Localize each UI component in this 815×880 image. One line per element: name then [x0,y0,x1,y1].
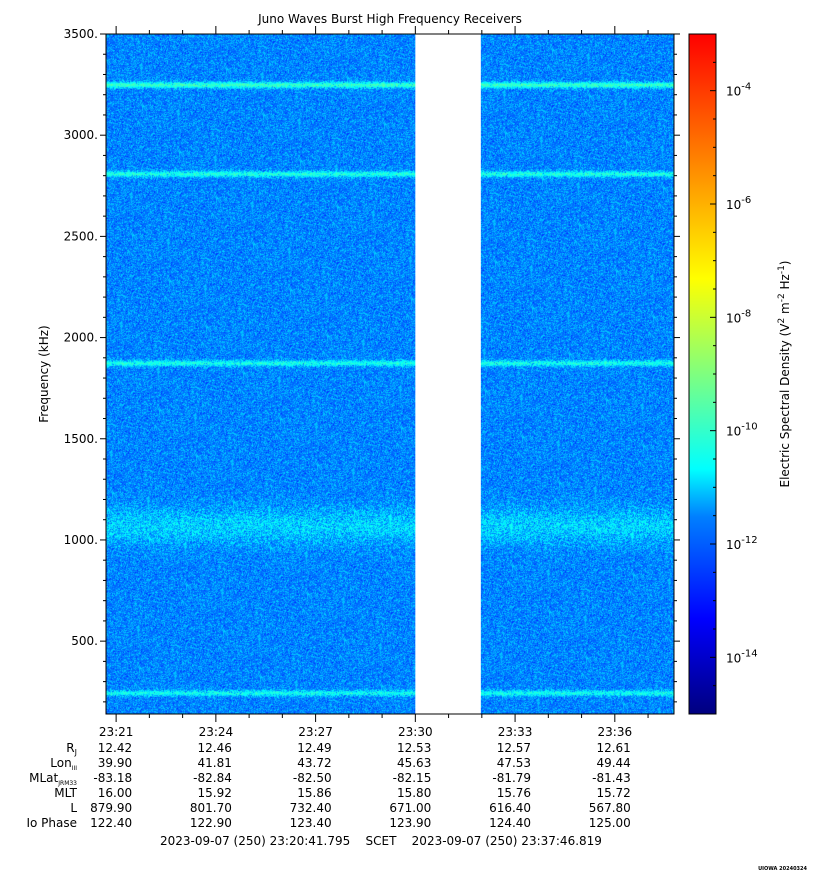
ephemeris-value: -83.18 [93,771,132,785]
ephemeris-row-label: LonIII [50,756,77,772]
ephemeris-value: 15.76 [497,786,531,800]
ephemeris-value: -81.43 [592,771,631,785]
colorbar [688,33,717,715]
ephemeris-value: 12.57 [497,741,531,755]
ephemeris-value: 12.61 [596,741,630,755]
ephemeris-value: 47.53 [497,756,531,770]
ephemeris-value: 801.70 [190,801,232,815]
x-tick-label: 23:30 [398,725,433,739]
chart-title: Juno Waves Burst High Frequency Receiver… [258,12,522,26]
ephemeris-value: -82.15 [393,771,432,785]
ephemeris-value: 732.40 [290,801,332,815]
colorbar-tick-label: 10-10 [726,422,758,439]
ephemeris-value: 45.63 [397,756,431,770]
ephemeris-value: 879.90 [90,801,132,815]
ephemeris-value: 124.40 [489,816,531,830]
ephemeris-value: 15.86 [297,786,331,800]
data-gap [415,34,481,714]
y-tick-label: 1000. [64,533,98,547]
ephemeris-value: 16.00 [98,786,132,800]
ephemeris-value: 671.00 [389,801,431,815]
colorbar-tick-label: 10-6 [726,195,751,212]
x-tick-label: 23:27 [298,725,333,739]
spectrogram-image [106,34,674,714]
ephemeris-value: 15.92 [198,786,232,800]
ephemeris-value: 12.46 [198,741,232,755]
ephemeris-row-label: MLT [54,786,77,800]
ephemeris-value: 122.40 [90,816,132,830]
ephemeris-row-label: MLatJRM33 [29,771,77,787]
x-tick-label: 23:24 [199,725,234,739]
ephemeris-value: 12.49 [297,741,331,755]
ephemeris-value: -82.50 [293,771,332,785]
ephemeris-row-label: L [70,801,77,815]
y-tick-label: 2000. [64,331,98,345]
producer-stamp: UIOWA 20240324 [758,866,807,872]
colorbar-tick-label: 10-12 [726,535,758,552]
ephemeris-row-label: Io Phase [26,816,77,830]
ephemeris-value: 616.40 [489,801,531,815]
ephemeris-value: 122.90 [190,816,232,830]
ephemeris-value: 15.80 [397,786,431,800]
colorbar-tick-label: 10-14 [726,648,758,665]
ephemeris-value: 125.00 [589,816,631,830]
spectrogram-canvas [106,34,674,714]
y-tick-label: 3000. [64,128,98,142]
x-tick-label: 23:21 [99,725,134,739]
ephemeris-row-label: RJ [66,741,77,757]
colorbar-label: Electric Spectral Density (V2 m-2 Hz-1) [777,260,792,487]
ephemeris-value: 39.90 [98,756,132,770]
ephemeris-value: 567.80 [589,801,631,815]
ephemeris-value: 49.44 [596,756,630,770]
ephemeris-value: 43.72 [297,756,331,770]
ephemeris-value: 12.42 [98,741,132,755]
y-tick-label: 1500. [64,432,98,446]
ephemeris-value: 12.53 [397,741,431,755]
ephemeris-value: 123.90 [389,816,431,830]
x-tick-label: 23:36 [598,725,633,739]
y-tick-label: 500. [71,634,98,648]
plot-frame [105,33,675,715]
ephemeris-value: -82.84 [193,771,232,785]
ephemeris-value: 15.72 [596,786,630,800]
ephemeris-value: 41.81 [198,756,232,770]
x-tick-label: 23:33 [498,725,533,739]
time-range-footer: 2023-09-07 (250) 23:20:41.795 SCET 2023-… [160,834,602,848]
colorbar-tick-label: 10-8 [726,308,751,325]
y-tick-label: 2500. [64,229,98,243]
ephemeris-value: 123.40 [290,816,332,830]
colorbar-tick-label: 10-4 [726,82,751,99]
y-tick-label: 3500. [64,27,98,41]
ephemeris-value: -81.79 [492,771,531,785]
y-axis-label: Frequency (kHz) [37,325,51,422]
